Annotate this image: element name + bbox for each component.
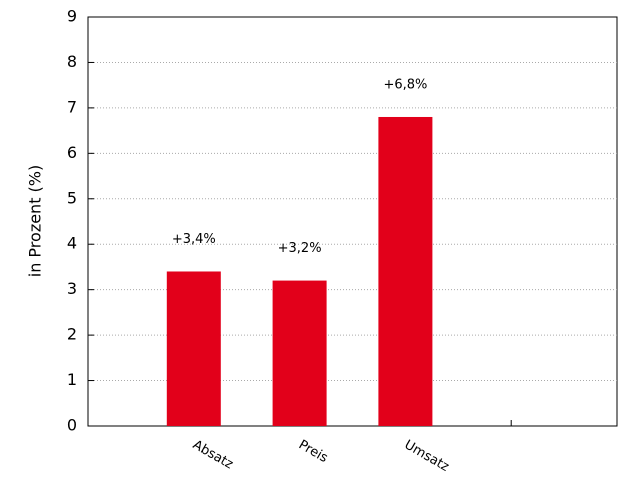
x-tick-label: Preis	[296, 438, 331, 467]
y-tick-label: 9	[67, 7, 77, 26]
y-tick-label: 7	[67, 97, 77, 116]
bar	[272, 280, 327, 426]
y-tick-label: 8	[67, 52, 77, 71]
y-tick-label: 5	[67, 188, 77, 207]
x-tick-label: Absatz	[190, 438, 236, 473]
y-tick-label: 2	[67, 325, 77, 344]
value-label: +3,4%	[172, 232, 216, 247]
value-label: +6,8%	[383, 77, 427, 92]
bar	[378, 116, 433, 426]
y-tick-label: 0	[67, 416, 77, 435]
bar	[166, 271, 221, 426]
value-label: +3,2%	[278, 241, 322, 256]
plot-frame	[87, 16, 618, 427]
y-tick-label: 3	[67, 279, 77, 298]
x-tick-label: Umsatz	[402, 438, 452, 475]
y-axis-label: in Prozent (%)	[26, 165, 45, 277]
y-tick-label: 6	[67, 143, 77, 162]
y-tick-label: 4	[67, 234, 77, 253]
y-tick-label: 1	[67, 370, 77, 389]
